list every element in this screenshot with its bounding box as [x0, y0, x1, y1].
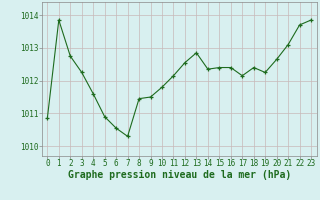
X-axis label: Graphe pression niveau de la mer (hPa): Graphe pression niveau de la mer (hPa): [68, 170, 291, 180]
